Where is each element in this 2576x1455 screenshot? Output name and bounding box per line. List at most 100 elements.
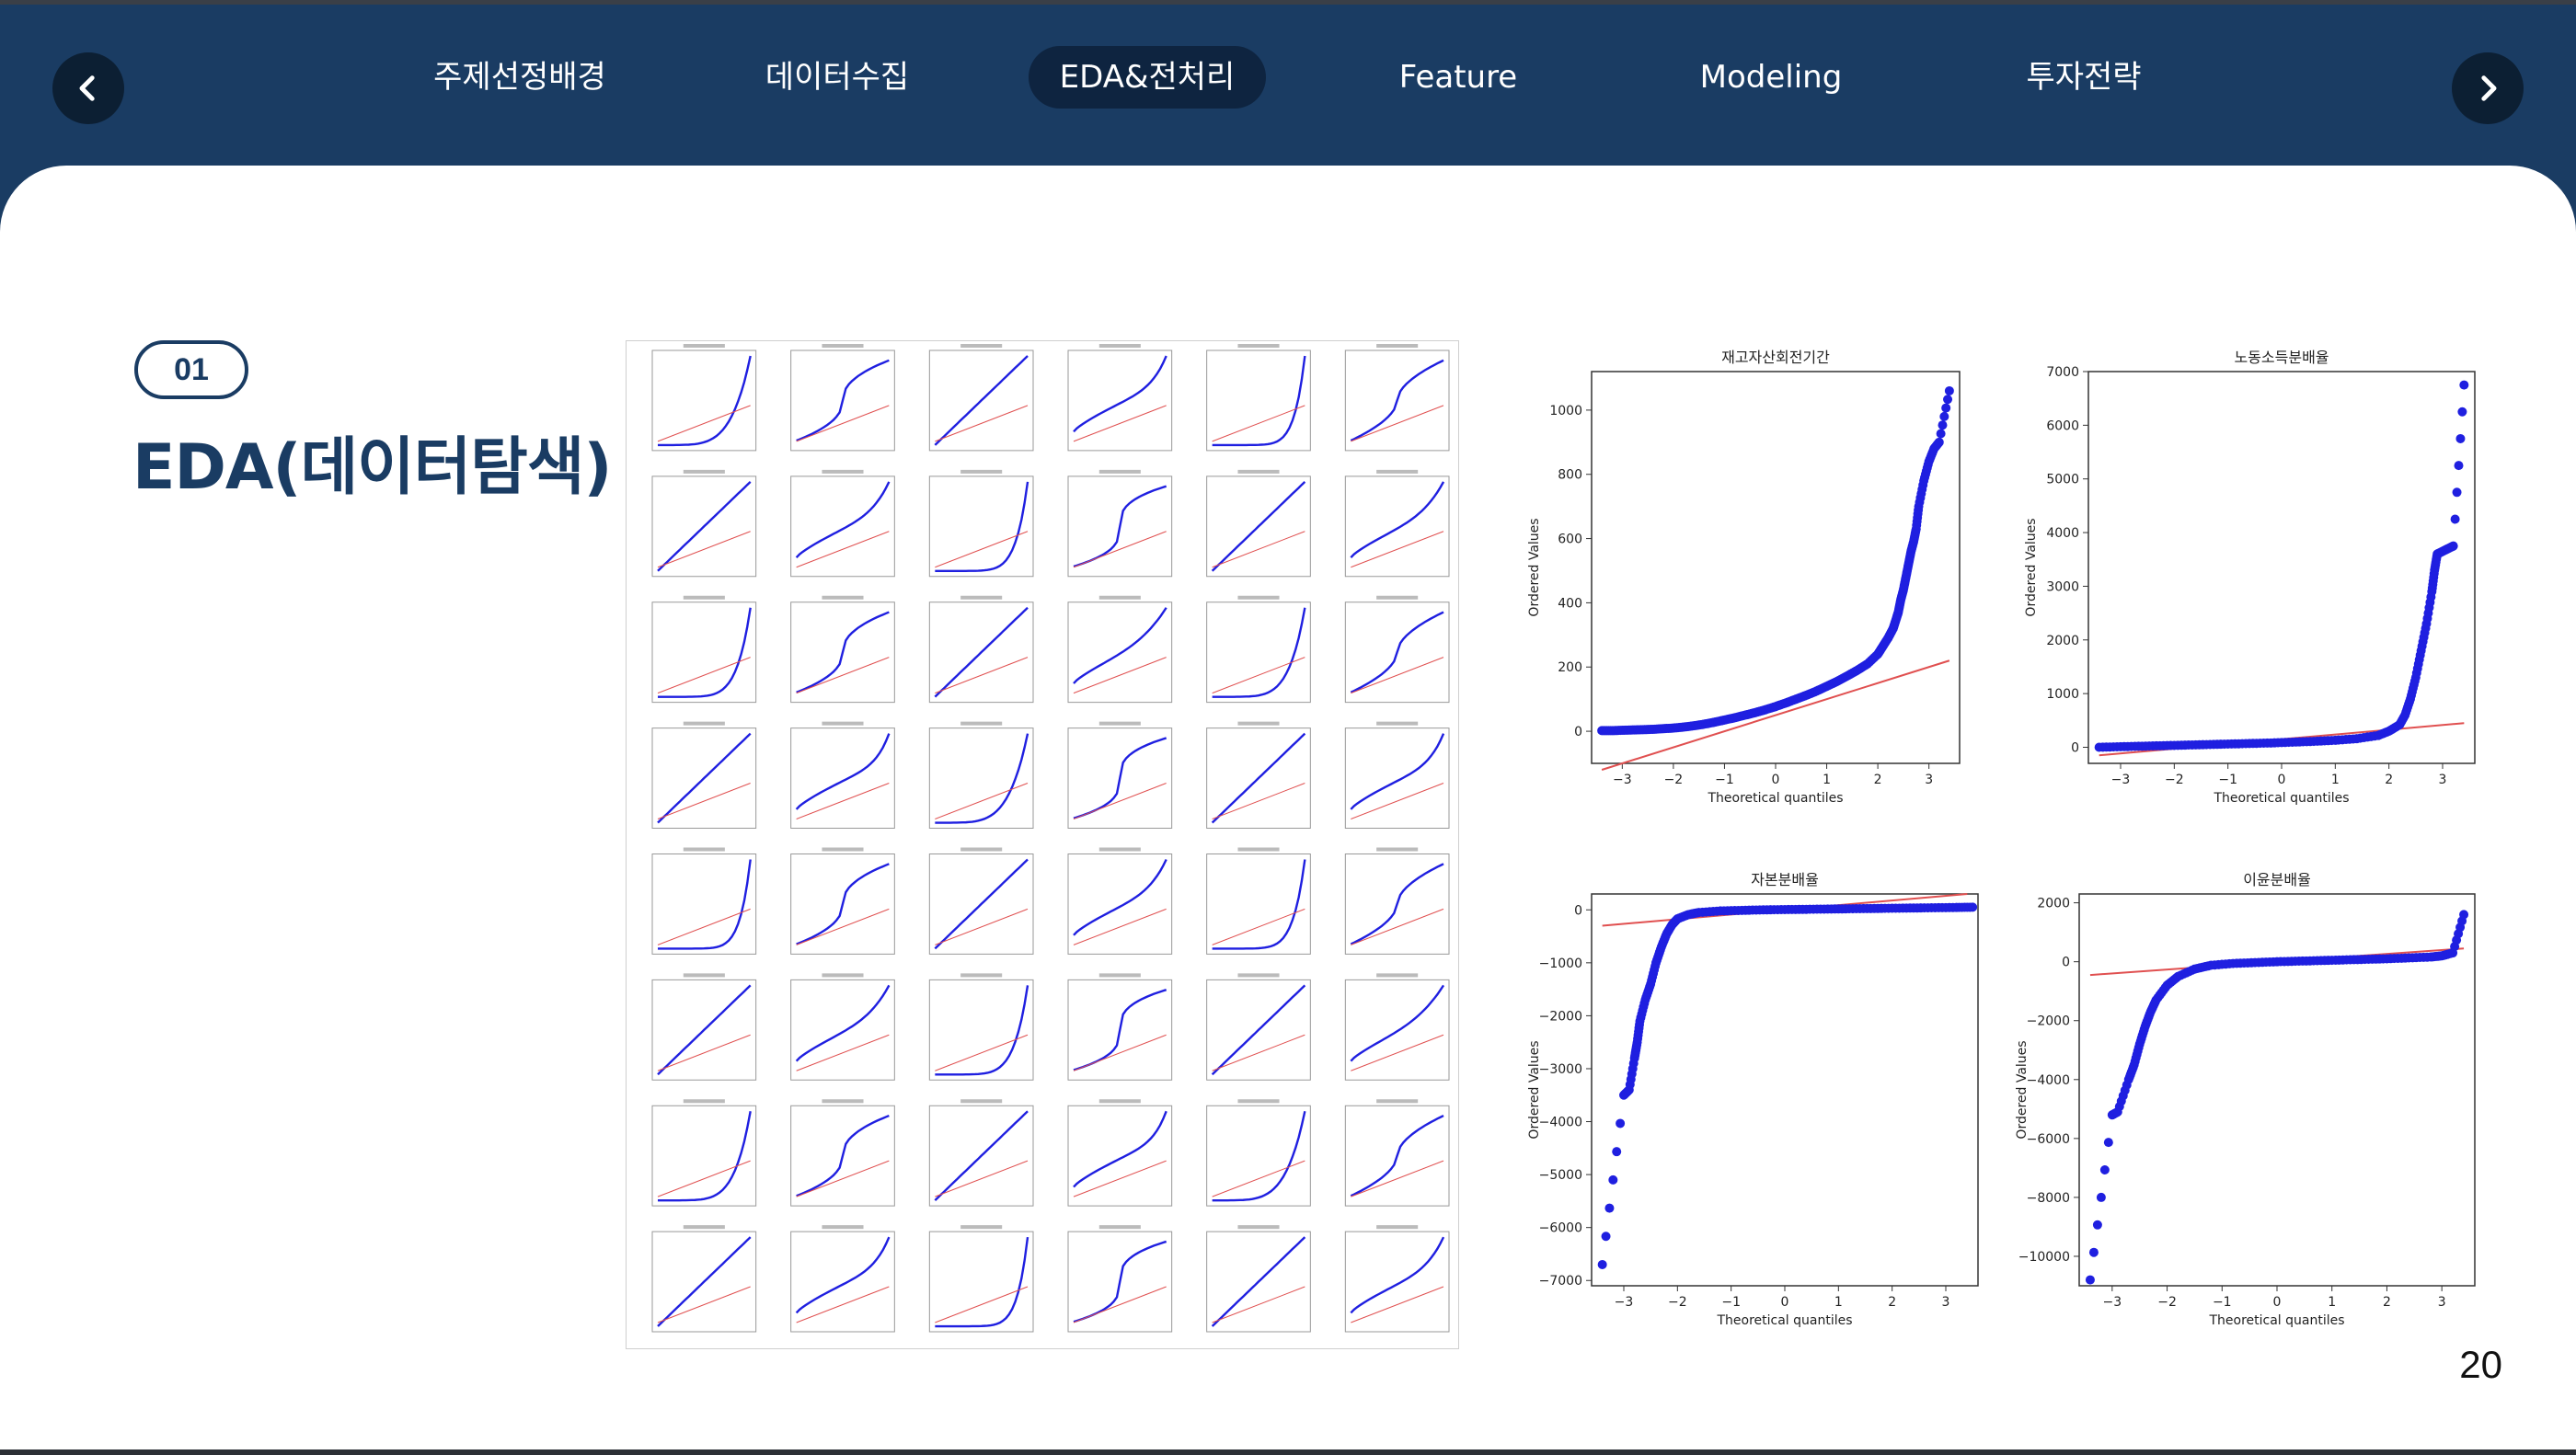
tab-data-collection[interactable]: 데이터수집 xyxy=(765,59,910,96)
thumbnail-fit-line xyxy=(1351,1286,1444,1323)
thumbnail-fit-line xyxy=(1212,908,1305,945)
data-point xyxy=(1616,1118,1626,1128)
thumbnail-title xyxy=(1098,1099,1141,1104)
thumbnail-points xyxy=(1211,1236,1306,1327)
thumbnail-fit-line xyxy=(1212,1160,1305,1197)
thumbnail-points xyxy=(796,1114,890,1197)
thumbnail-title xyxy=(683,344,725,348)
thumbnail-frame xyxy=(928,979,1034,1081)
tab-investment-strategy[interactable]: 투자전략 xyxy=(2026,59,2142,96)
thumbnail-qq-plot xyxy=(1206,1099,1311,1207)
thumbnail-frame xyxy=(1206,601,1311,704)
thumbnail-qq-plot xyxy=(1206,595,1311,704)
data-point xyxy=(1601,1232,1611,1242)
y-tick-label: 7000 xyxy=(2046,365,2079,380)
thumbnail-frame xyxy=(928,728,1034,829)
thumbnail-frame xyxy=(1067,601,1173,704)
thumbnail-title xyxy=(822,1225,864,1230)
thumbnail-title xyxy=(1237,344,1280,348)
thumbnail-frame xyxy=(928,475,1034,578)
y-tick-label: −4000 xyxy=(2027,1073,2070,1088)
qq-chart-inventory-turnover: 재고자산회전기간 0 200 400 600 800 1000 −3 −2 −1 0 1 2 3 Theor… xyxy=(1527,349,1961,806)
tab-feature[interactable]: Feature xyxy=(1398,59,1518,96)
thumbnail-fit-line xyxy=(657,908,751,945)
fit-line xyxy=(1601,659,1950,771)
thumbnail-points xyxy=(1350,481,1445,559)
thumbnail-title xyxy=(822,469,864,474)
thumbnail-qq-plot xyxy=(1344,973,1450,1081)
thumbnail-title xyxy=(1237,595,1280,600)
thumbnail-points xyxy=(657,732,752,824)
thumbnail-title xyxy=(960,344,1003,348)
thumbnail-title xyxy=(1376,721,1419,726)
thumbnail-fit-line xyxy=(935,908,1029,945)
x-axis-label: Theoretical quantiles xyxy=(1716,1313,1852,1328)
thumbnail-fit-line xyxy=(1073,405,1167,442)
thumbnail-points xyxy=(1073,355,1167,433)
thumbnail-fit-line xyxy=(935,657,1029,694)
thumbnail-title xyxy=(822,344,864,348)
thumbnail-fit-line xyxy=(1212,657,1305,694)
thumbnail-frame xyxy=(1067,1105,1173,1207)
thumbnail-qq-plot xyxy=(651,847,757,955)
thumbnail-title xyxy=(1376,1099,1419,1104)
data-point xyxy=(1934,437,1944,447)
chart-title: 자본분배율 xyxy=(1751,871,1819,888)
y-tick-label: 600 xyxy=(1558,533,1582,547)
y-tick-label: 2000 xyxy=(2046,634,2079,648)
tab-eda-preprocessing[interactable]: EDA&전처리 xyxy=(1029,46,1266,109)
thumbnail-points xyxy=(934,1110,1029,1202)
thumbnail-title xyxy=(1376,595,1419,600)
thumbnail-frame xyxy=(1206,1105,1311,1207)
thumbnail-fit-line xyxy=(935,1286,1029,1323)
thumbnail-title xyxy=(1237,1225,1280,1230)
thumbnail-frame xyxy=(928,1231,1034,1333)
previous-slide-button[interactable] xyxy=(52,52,124,124)
x-axis-label: Theoretical quantiles xyxy=(2213,791,2349,806)
thumbnail-fit-line xyxy=(1073,908,1167,945)
next-slide-button[interactable] xyxy=(2452,52,2524,124)
thumbnail-frame xyxy=(790,475,895,578)
tab-modeling[interactable]: Modeling xyxy=(1699,59,1843,96)
chart-title: 재고자산회전기간 xyxy=(1721,349,1830,366)
thumbnail-points xyxy=(1073,1110,1167,1188)
thumbnail-points xyxy=(1350,863,1444,945)
thumbnail-fit-line xyxy=(1073,1034,1167,1071)
thumbnail-qq-plot xyxy=(1206,847,1311,955)
y-tick-label: 2000 xyxy=(2037,897,2070,911)
thumbnail-title xyxy=(822,595,864,600)
x-axis-label: Theoretical quantiles xyxy=(2208,1313,2344,1328)
thumbnail-title xyxy=(1376,847,1419,852)
data-point xyxy=(2092,1220,2102,1230)
thumbnail-frame xyxy=(1206,349,1311,452)
thumbnail-frame xyxy=(651,854,757,955)
thumbnail-title xyxy=(1098,344,1141,348)
thumbnail-frame xyxy=(1344,1231,1450,1333)
thumbnail-qq-plot xyxy=(651,1099,757,1207)
thumbnail-qq-plot xyxy=(928,973,1034,1081)
thumbnail-frame xyxy=(1067,854,1173,955)
thumbnail-points xyxy=(1211,481,1306,572)
y-tick-label: 0 xyxy=(1574,725,1582,739)
top-border xyxy=(0,0,2576,5)
x-tick-label: −2 xyxy=(1664,773,1684,787)
x-axis-label: Theoretical quantiles xyxy=(1707,791,1843,806)
thumbnail-qq-plot xyxy=(790,721,895,829)
y-tick-label: 1000 xyxy=(1549,404,1582,418)
thumbnail-fit-line xyxy=(796,1160,890,1197)
thumbnail-qq-plot xyxy=(928,721,1034,829)
x-tick-label: 0 xyxy=(1772,773,1780,787)
thumbnail-points xyxy=(1350,984,1445,1062)
x-tick-label: 1 xyxy=(2328,1295,2336,1310)
tab-topic-background[interactable]: 주제선정배경 xyxy=(433,59,606,96)
thumbnail-title xyxy=(683,847,725,852)
thumbnail-points xyxy=(1212,1110,1306,1202)
thumbnail-qq-plot xyxy=(790,973,895,1081)
thumbnail-title xyxy=(1237,721,1280,726)
thumbnail-qq-plot xyxy=(651,1225,757,1333)
thumbnail-points xyxy=(1073,858,1167,936)
x-tick-label: 0 xyxy=(1781,1295,1789,1310)
page-number: 20 xyxy=(2459,1343,2502,1386)
x-tick-label: −2 xyxy=(2157,1295,2177,1310)
thumbnail-qq-plot xyxy=(790,1225,895,1333)
